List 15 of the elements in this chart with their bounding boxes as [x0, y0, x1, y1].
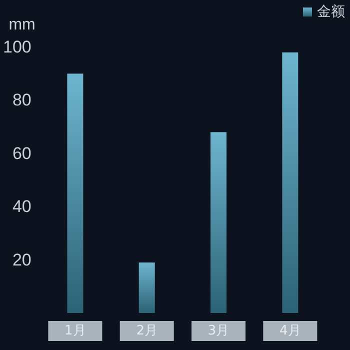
x-tick-label: 2月	[136, 324, 158, 338]
bar	[282, 52, 298, 313]
y-tick-label: 20	[12, 250, 32, 270]
bar	[210, 132, 227, 313]
y-tick-label: 60	[12, 144, 32, 163]
legend-label: 金额	[317, 4, 345, 20]
x-tick-label: 1月	[64, 324, 86, 338]
y-tick-label: 40	[12, 197, 32, 216]
y-axis-title: mm	[8, 16, 36, 34]
x-tick-label: 3月	[208, 324, 230, 338]
y-tick-label: 80	[12, 90, 32, 110]
x-tick-label: 4月	[280, 324, 301, 338]
bar	[138, 262, 155, 313]
y-tick-label: 100	[2, 38, 32, 56]
bar	[67, 74, 84, 313]
